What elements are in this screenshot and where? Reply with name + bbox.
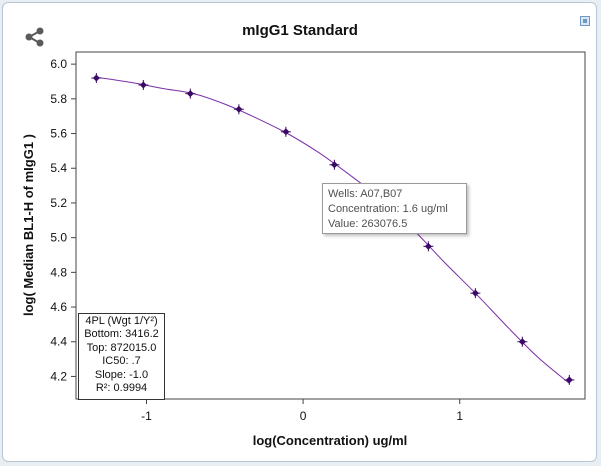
tooltip-wells: Wells: A07,B07 (328, 188, 403, 200)
data-point (470, 288, 481, 299)
y-axis: 4.2 4.4 4.6 4.8 5.0 5.2 5.4 5.6 5.8 6.0 (50, 57, 76, 383)
tooltip-value: Value: 263076.5 (328, 218, 408, 230)
data-point (91, 73, 102, 84)
data-point (564, 374, 575, 385)
y-tick-label: 4.4 (50, 335, 67, 349)
data-point (185, 88, 196, 99)
fit-ic50: IC50: .7 (102, 355, 141, 368)
data-point (423, 241, 434, 252)
x-axis-label: log(Concentration) ug/ml (253, 433, 408, 448)
fit-statistics-box: 4PL (Wgt 1/Y²) Bottom: 3416.2 Top: 87201… (78, 313, 165, 400)
y-tick-label: 5.8 (50, 92, 67, 106)
data-points (91, 73, 575, 385)
data-point (233, 104, 244, 115)
data-point (280, 126, 291, 137)
y-tick-label: 6.0 (50, 57, 67, 71)
fit-slope: Slope: -1.0 (94, 368, 149, 381)
fit-bottom: Bottom: 3416.2 (84, 328, 159, 341)
y-tick-label: 4.8 (50, 265, 67, 279)
chart-title: mIgG1 Standard (242, 22, 358, 39)
tooltip-concentration: Concentration: 1.6 ug/ml (328, 203, 448, 215)
data-point-tooltip: Wells: A07,B07 Concentration: 1.6 ug/ml … (322, 183, 467, 234)
y-tick-label: 5.6 (50, 127, 67, 141)
y-tick-label: 4.6 (50, 300, 67, 314)
x-tick-label: 0 (300, 409, 307, 423)
fit-model: 4PL (Wgt 1/Y²) (85, 315, 158, 327)
data-point (517, 336, 528, 347)
y-tick-label: 5.2 (50, 196, 67, 210)
y-tick-label: 5.4 (50, 161, 67, 175)
x-tick-label: -1 (141, 409, 152, 423)
data-point (329, 159, 340, 170)
window-toggle-icon[interactable] (580, 16, 590, 26)
share-icon[interactable] (23, 26, 47, 48)
y-tick-label: 5.0 (50, 231, 67, 245)
fit-r2: R²: 0.9994 (95, 382, 148, 395)
y-tick-label: 4.2 (50, 369, 67, 383)
x-tick-label: 1 (456, 409, 463, 423)
x-axis: -1 0 1 (141, 399, 463, 423)
y-axis-label: log( Median BL1-H of mIgG1 ) (21, 134, 36, 316)
data-point (138, 79, 149, 90)
fit-top: Top: 872015.0 (86, 341, 157, 354)
